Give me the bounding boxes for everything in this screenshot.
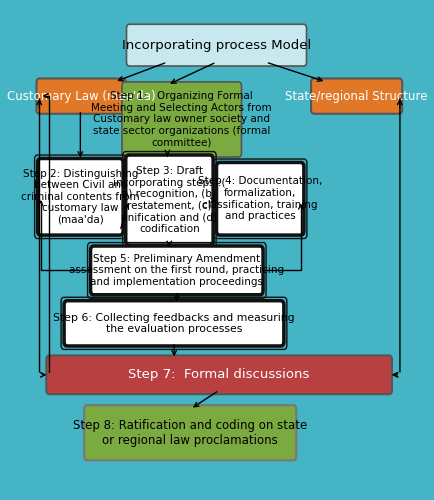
Text: Step 4: Documentation,
formalization,
classification, training
and practices: Step 4: Documentation, formalization, cl…	[197, 176, 322, 221]
FancyBboxPatch shape	[90, 246, 263, 294]
Text: Step 8: Ratification and coding on state
or regional law proclamations: Step 8: Ratification and coding on state…	[73, 418, 307, 446]
Text: Step 7:  Formal discussions: Step 7: Formal discussions	[128, 368, 309, 382]
FancyBboxPatch shape	[46, 356, 391, 394]
Text: Step 3: Draft
incorporating steps :(
a) recognition, (b)
restatement, (c)
unific: Step 3: Draft incorporating steps :( a) …	[113, 166, 225, 234]
FancyBboxPatch shape	[26, 0, 413, 500]
FancyBboxPatch shape	[64, 300, 283, 346]
Text: Customary Law (maa'da): Customary Law (maa'da)	[7, 90, 155, 102]
Text: Step 2: Distinguishing
between Civil and
criminal contents from
customary law
(m: Step 2: Distinguishing between Civil and…	[21, 168, 139, 225]
FancyBboxPatch shape	[126, 24, 306, 66]
FancyBboxPatch shape	[310, 78, 401, 114]
FancyBboxPatch shape	[122, 82, 241, 157]
FancyBboxPatch shape	[84, 405, 296, 460]
Text: State/regional Structure: State/regional Structure	[285, 90, 427, 102]
Text: Incorporating process Model: Incorporating process Model	[122, 38, 310, 52]
FancyBboxPatch shape	[38, 158, 123, 235]
Text: Step 6: Collecting feedbacks and measuring
the evaluation processes: Step 6: Collecting feedbacks and measuri…	[53, 312, 294, 334]
Text: Step 5: Preliminary Amendment
assessment on the first round, practicing
and impl: Step 5: Preliminary Amendment assessment…	[69, 254, 284, 287]
FancyBboxPatch shape	[216, 162, 303, 235]
FancyBboxPatch shape	[36, 78, 125, 114]
Text: Step 1:   Organizing Formal
Meeting and Selecting Actors from
Customary law owne: Step 1: Organizing Formal Meeting and Se…	[91, 92, 271, 148]
FancyBboxPatch shape	[125, 155, 213, 245]
